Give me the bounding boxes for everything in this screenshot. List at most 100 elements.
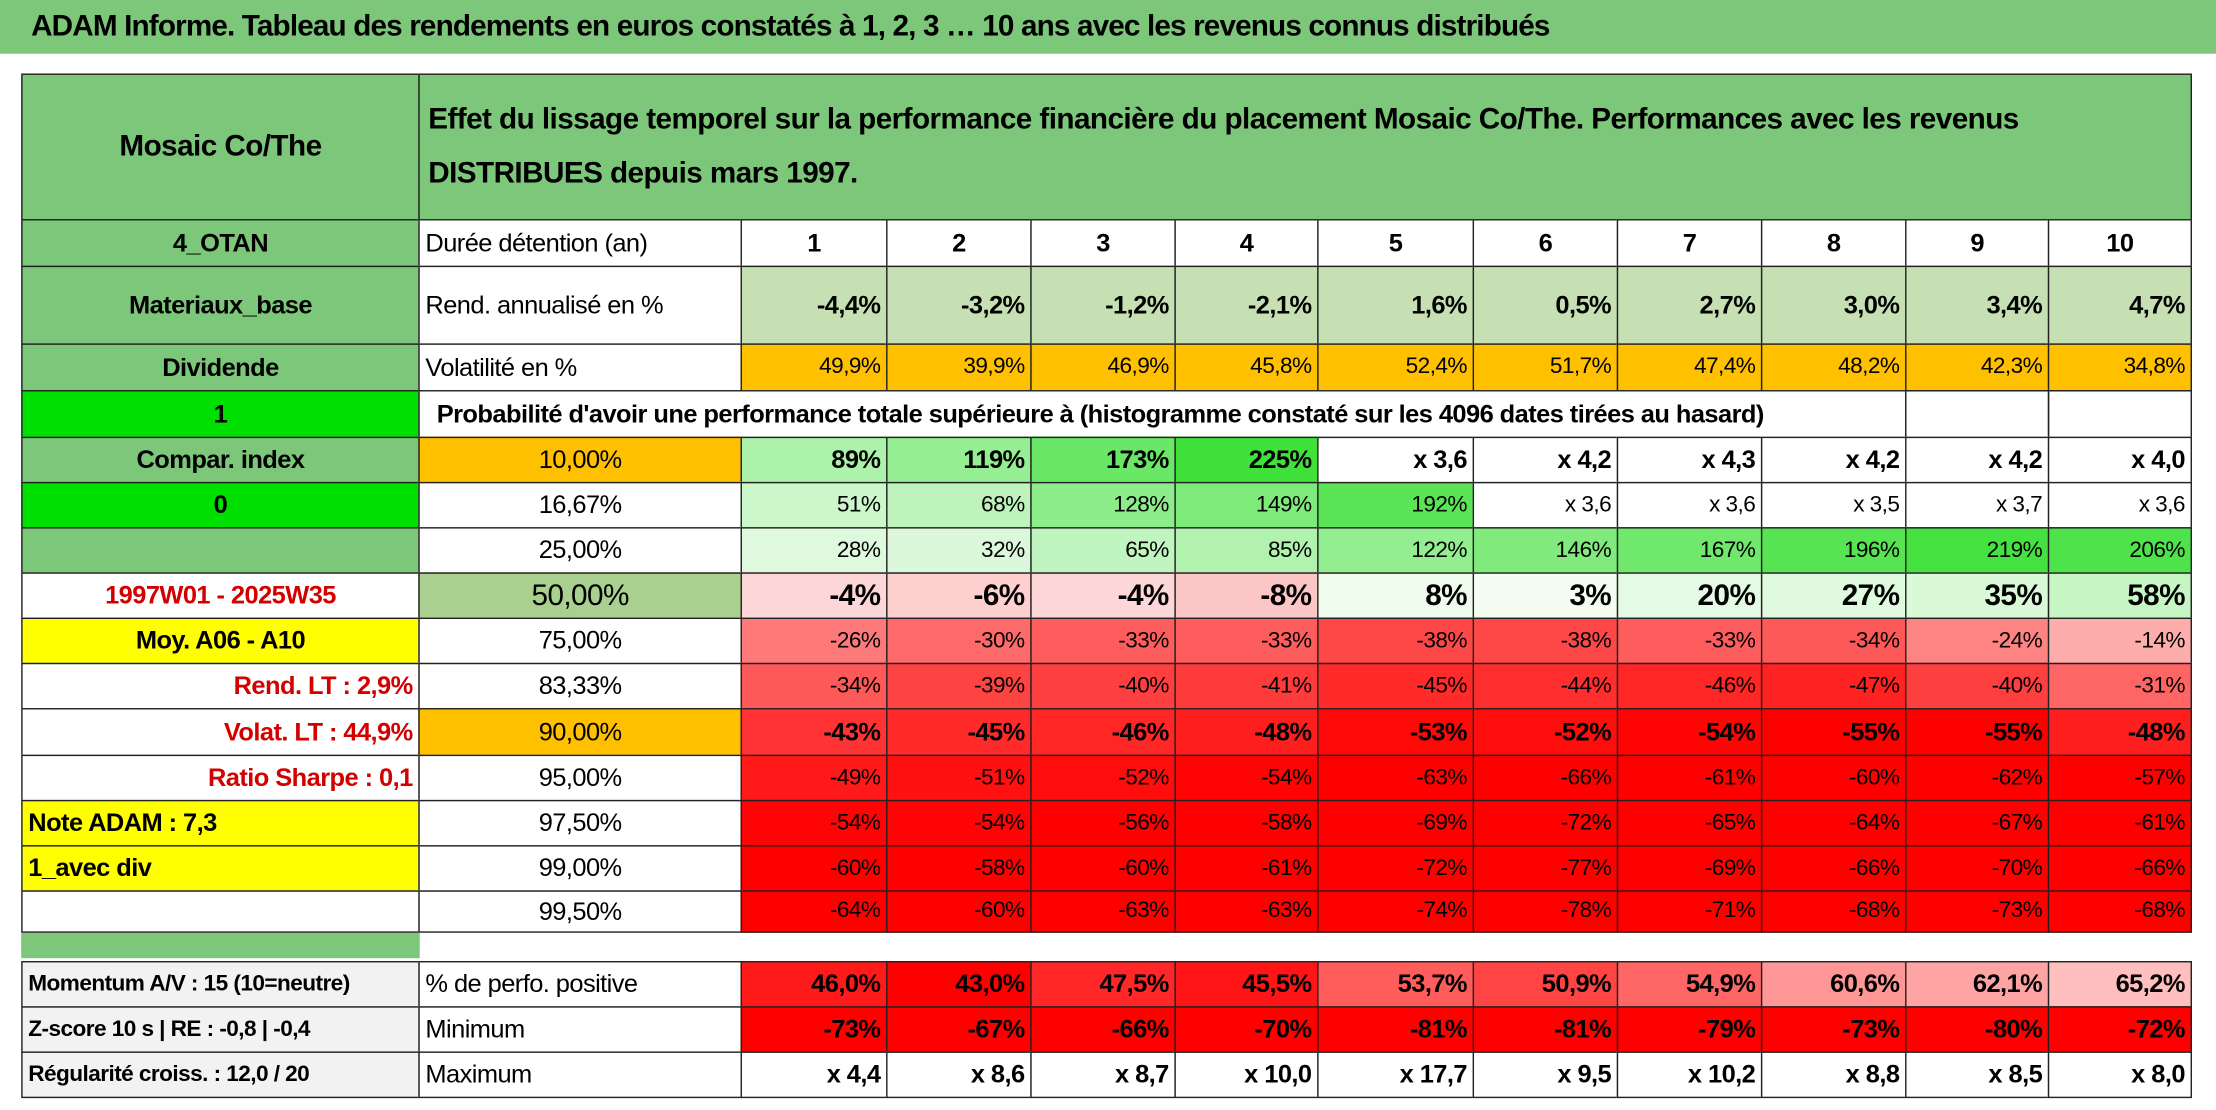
row-label: 97,50% [418,799,742,847]
row-label: 10,00% [418,436,742,484]
value-cell: -38% [1317,617,1475,665]
value-cell: -56% [1030,799,1176,847]
value-cell: 50,9% [1472,961,1619,1008]
row-label: Maximum [418,1051,742,1099]
value-cell: -57% [2047,754,2192,802]
value-cell: x 9,5 [1472,1051,1619,1099]
value-cell: 45,8% [1174,343,1319,392]
value-cell: -60% [1760,754,1907,802]
side-label: 1997W01 - 2025W35 [21,572,420,620]
value-cell: -58% [886,845,1032,892]
value-cell: -1,2% [1030,265,1176,345]
value-cell: -72% [1472,799,1619,847]
value-cell: 51,7% [1472,343,1619,392]
column-header: 2 [886,219,1032,268]
value-cell: -63% [1174,890,1319,933]
value-cell: x 3,6 [2047,481,2192,529]
value-cell: 4,7% [2047,265,2192,345]
value-cell: x 4,2 [1760,436,1907,484]
value-cell: 20% [1616,572,1763,620]
side-label [21,890,420,933]
value-cell: -73% [1905,890,2050,933]
value-cell: 68% [886,481,1032,529]
value-cell: -48% [1174,708,1319,757]
value-cell: -70% [1905,845,2050,892]
value-cell: -55% [1905,708,2050,757]
value-cell: x 10,0 [1174,1051,1319,1099]
value-cell: 0,5% [1472,265,1619,345]
value-cell: x 8,8 [1760,1051,1907,1099]
row-label: Volatilité en % [418,343,742,392]
value-cell: -44% [1472,662,1619,710]
column-header: 3 [1030,219,1176,268]
value-cell: 58% [2047,572,2192,620]
value-cell: 39,9% [886,343,1032,392]
column-header: 1 [740,219,888,268]
value-cell: 54,9% [1616,961,1763,1008]
value-cell: 42,3% [1905,343,2050,392]
value-cell: 46,9% [1030,343,1176,392]
side-label: Note ADAM : 7,3 [21,799,420,847]
value-cell: -54% [740,799,888,847]
value-cell: 192% [1317,481,1475,529]
value-cell: x 3,6 [1472,481,1619,529]
value-cell: x 8,5 [1905,1051,2050,1099]
value-cell: 65,2% [2047,961,2192,1008]
value-cell: -52% [1030,754,1176,802]
column-header: 5 [1317,219,1475,268]
value-cell: -61% [2047,799,2192,847]
corner-cell: Mosaic Co/The [21,73,420,221]
value-cell: 34,8% [2047,343,2192,392]
value-cell: 3% [1472,572,1619,620]
value-cell: x 4,4 [740,1051,888,1099]
value-cell: -51% [886,754,1032,802]
value-cell: x 8,0 [2047,1051,2192,1099]
value-cell: -66% [1472,754,1619,802]
value-cell: -64% [740,890,888,933]
value-cell: -60% [1030,845,1176,892]
value-cell: -54% [1174,754,1319,802]
side-label: Volat. LT : 44,9% [21,708,420,757]
value-cell: -33% [1616,617,1763,665]
value-cell: x 8,6 [886,1051,1032,1099]
value-cell: 219% [1905,527,2050,574]
empty-cell [1905,390,2050,439]
page-title: ADAM Informe. Tableau des rendements en … [0,0,2216,54]
side-label: 4_OTAN [21,219,420,268]
value-cell: -63% [1030,890,1176,933]
value-cell: -79% [1616,1006,1763,1053]
row-label: 95,00% [418,754,742,802]
value-cell: -43% [740,708,888,757]
value-cell: x 4,3 [1616,436,1763,484]
side-label: 0 [21,481,420,529]
value-cell: -48% [2047,708,2192,757]
value-cell: 122% [1317,527,1475,574]
value-cell: 206% [2047,527,2192,574]
value-cell: -4% [1030,572,1176,620]
column-header: 4 [1174,219,1319,268]
value-cell: -14% [2047,617,2192,665]
row-label: % de perfo. positive [418,961,742,1008]
column-header: 8 [1760,219,1907,268]
value-cell: -60% [886,890,1032,933]
side-label: 1_avec div [21,845,420,892]
value-cell: -55% [1760,708,1907,757]
value-cell: 167% [1616,527,1763,574]
value-cell: -46% [1030,708,1176,757]
value-cell: x 8,7 [1030,1051,1176,1099]
value-cell: -71% [1616,890,1763,933]
value-cell: 3,0% [1760,265,1907,345]
value-cell: 45,5% [1174,961,1319,1008]
value-cell: 48,2% [1760,343,1907,392]
separator [21,931,420,959]
value-cell: -63% [1317,754,1475,802]
value-cell: 27% [1760,572,1907,620]
value-cell: 3,4% [1905,265,2050,345]
side-label: Materiaux_base [21,265,420,345]
value-cell: 128% [1030,481,1176,529]
side-label: Dividende [21,343,420,392]
side-label: Compar. index [21,436,420,484]
column-header: 7 [1616,219,1763,268]
value-cell: -3,2% [886,265,1032,345]
side-label: Z-score 10 s | RE : -0,8 | -0,4 [21,1006,420,1053]
